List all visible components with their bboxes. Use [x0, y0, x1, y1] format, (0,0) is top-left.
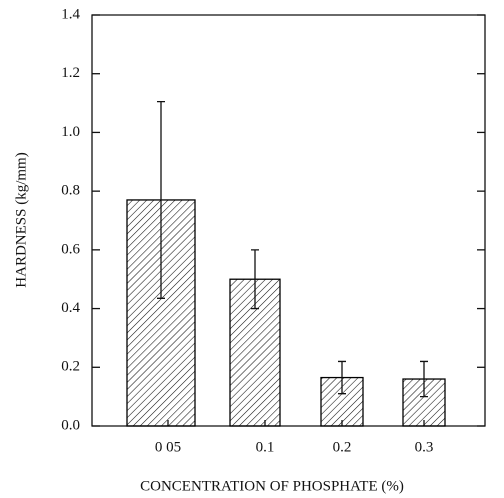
x-axis-label: CONCENTRATION OF PHOSPHATE (%): [140, 478, 404, 494]
error-bar: [157, 100, 165, 299]
x-tick-label: 0.2: [333, 439, 352, 455]
y-tick-label: 1.0: [61, 124, 80, 140]
bar: [320, 376, 364, 427]
x-tick-label: 0.1: [256, 439, 275, 455]
x-tick-label: 0 05: [155, 439, 181, 455]
y-tick-label: 0.4: [61, 300, 80, 316]
y-tick-label: 1.4: [61, 6, 80, 22]
y-tick-label: 0.6: [61, 241, 80, 257]
y-tick-label: 0.0: [61, 417, 80, 433]
error-bar: [251, 249, 259, 310]
error-bar: [420, 360, 428, 398]
y-tick-label: 0.2: [61, 359, 80, 375]
y-axis-label: HARDNESS (kg/mm): [13, 152, 29, 287]
x-tick-label: 0.3: [415, 439, 434, 455]
y-tick-label: 0.8: [61, 183, 80, 199]
error-bar: [338, 360, 346, 395]
y-tick-label: 1.2: [61, 65, 80, 81]
